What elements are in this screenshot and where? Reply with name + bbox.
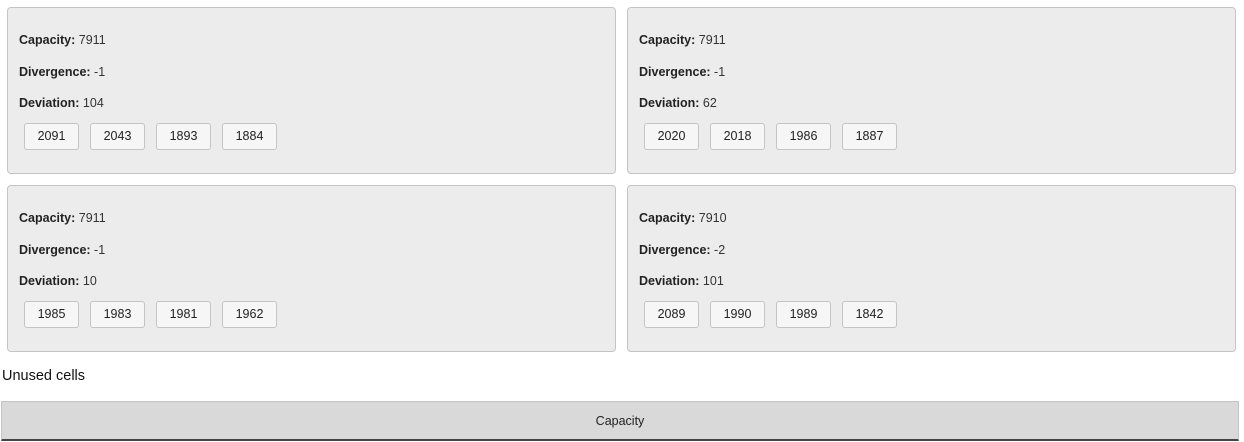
cell-button[interactable]: 2020 [644, 122, 699, 150]
capacity-label: Capacity: [639, 33, 696, 47]
capacity-label: Capacity: [19, 211, 76, 225]
capacity-row: Capacity: 7911 [19, 210, 615, 242]
cell-groups-grid: Capacity: 7911 Divergence: -1 Deviation: 1… [7, 7, 1236, 352]
divergence-row: Divergence: -1 [19, 242, 615, 274]
unused-cells-table-header: Capacity [1, 401, 1239, 441]
cell-button[interactable]: 2091 [24, 122, 79, 150]
deviation-value: 10 [82, 274, 97, 288]
capacity-value: 7911 [78, 33, 106, 47]
deviation-value: 101 [702, 274, 724, 288]
divergence-value: -1 [714, 64, 726, 79]
cell-button[interactable]: 2043 [90, 122, 145, 150]
capacity-label: Capacity: [19, 33, 76, 47]
column-header-capacity[interactable]: Capacity [595, 413, 645, 428]
deviation-label: Deviation: [639, 96, 700, 110]
divergence-value: -1 [94, 64, 106, 79]
deviation-row: Deviation: 10 [19, 273, 615, 305]
cell-button[interactable]: 1842 [842, 300, 897, 328]
divergence-row: Divergence: -1 [639, 64, 1235, 96]
deviation-label: Deviation: [639, 274, 700, 288]
capacity-label: Capacity: [639, 211, 696, 225]
cell-button[interactable]: 1981 [156, 300, 211, 328]
cell-buttons: 2091 2043 1893 1884 [24, 122, 615, 150]
deviation-label: Deviation: [19, 96, 80, 110]
cell-group-card: Capacity: 7911 Divergence: -1 Deviation: 6… [627, 7, 1236, 174]
cell-button[interactable]: 1985 [24, 300, 79, 328]
deviation-row: Deviation: 62 [639, 95, 1235, 127]
capacity-value: 7911 [698, 33, 726, 47]
cell-button[interactable]: 1983 [90, 300, 145, 328]
cell-button[interactable]: 1990 [710, 300, 765, 328]
cell-buttons: 1985 1983 1981 1962 [24, 300, 615, 328]
cell-button[interactable]: 1893 [156, 122, 211, 150]
cell-button[interactable]: 2089 [644, 300, 699, 328]
capacity-row: Capacity: 7911 [639, 32, 1235, 64]
capacity-value: 7910 [698, 211, 727, 225]
deviation-row: Deviation: 101 [639, 273, 1235, 305]
capacity-row: Capacity: 7911 [19, 32, 615, 64]
deviation-value: 62 [702, 96, 717, 110]
capacity-row: Capacity: 7910 [639, 210, 1235, 242]
divergence-row: Divergence: -2 [639, 242, 1235, 274]
cell-button[interactable]: 1884 [222, 122, 277, 150]
cell-buttons: 2089 1990 1989 1842 [644, 300, 1235, 328]
capacity-value: 7911 [78, 211, 106, 225]
cell-button[interactable]: 1986 [776, 122, 831, 150]
divergence-label: Divergence: [639, 64, 711, 79]
divergence-label: Divergence: [19, 242, 91, 257]
divergence-value: -2 [714, 242, 726, 257]
cell-button[interactable]: 1962 [222, 300, 277, 328]
divergence-value: -1 [94, 242, 106, 257]
cell-group-card: Capacity: 7911 Divergence: -1 Deviation: 1… [7, 7, 616, 174]
divergence-label: Divergence: [639, 242, 711, 257]
divergence-label: Divergence: [19, 64, 91, 79]
deviation-label: Deviation: [19, 274, 80, 288]
cell-group-card: Capacity: 7910 Divergence: -2 Deviation: 1… [627, 185, 1236, 352]
cell-button[interactable]: 1989 [776, 300, 831, 328]
divergence-row: Divergence: -1 [19, 64, 615, 96]
cell-group-card: Capacity: 7911 Divergence: -1 Deviation: 1… [7, 185, 616, 352]
cell-button[interactable]: 2018 [710, 122, 765, 150]
unused-cells-title: Unused cells [2, 368, 86, 384]
deviation-row: Deviation: 104 [19, 95, 615, 127]
deviation-value: 104 [82, 96, 104, 110]
cell-buttons: 2020 2018 1986 1887 [644, 122, 1235, 150]
cell-button[interactable]: 1887 [842, 122, 897, 150]
